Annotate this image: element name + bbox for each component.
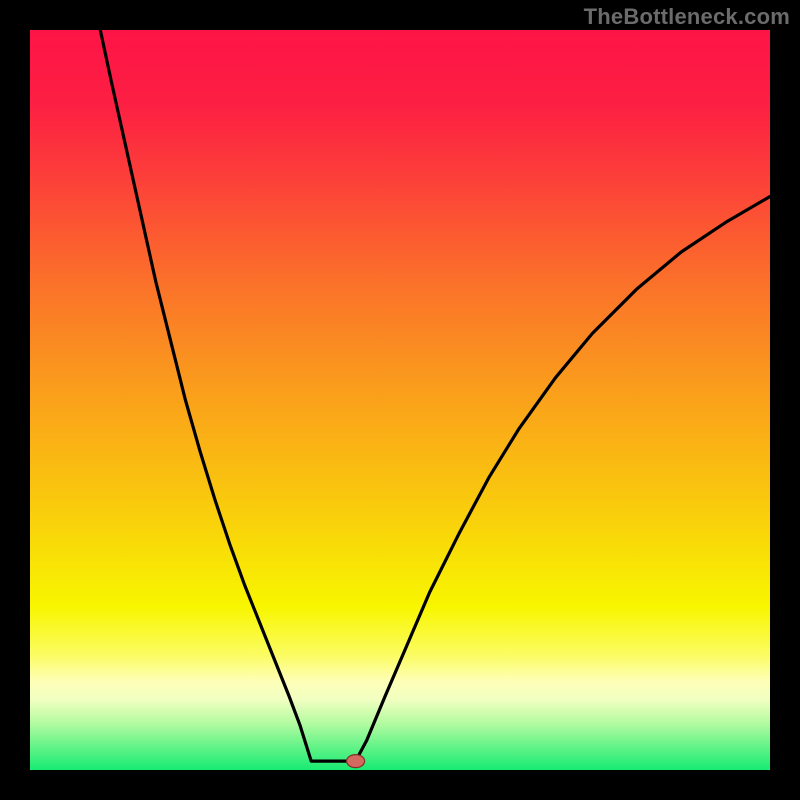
minimum-marker — [347, 755, 365, 768]
chart-stage: { "watermark": { "text": "TheBottleneck.… — [0, 0, 800, 800]
watermark-text: TheBottleneck.com — [584, 4, 790, 30]
bottleneck-chart — [0, 0, 800, 800]
